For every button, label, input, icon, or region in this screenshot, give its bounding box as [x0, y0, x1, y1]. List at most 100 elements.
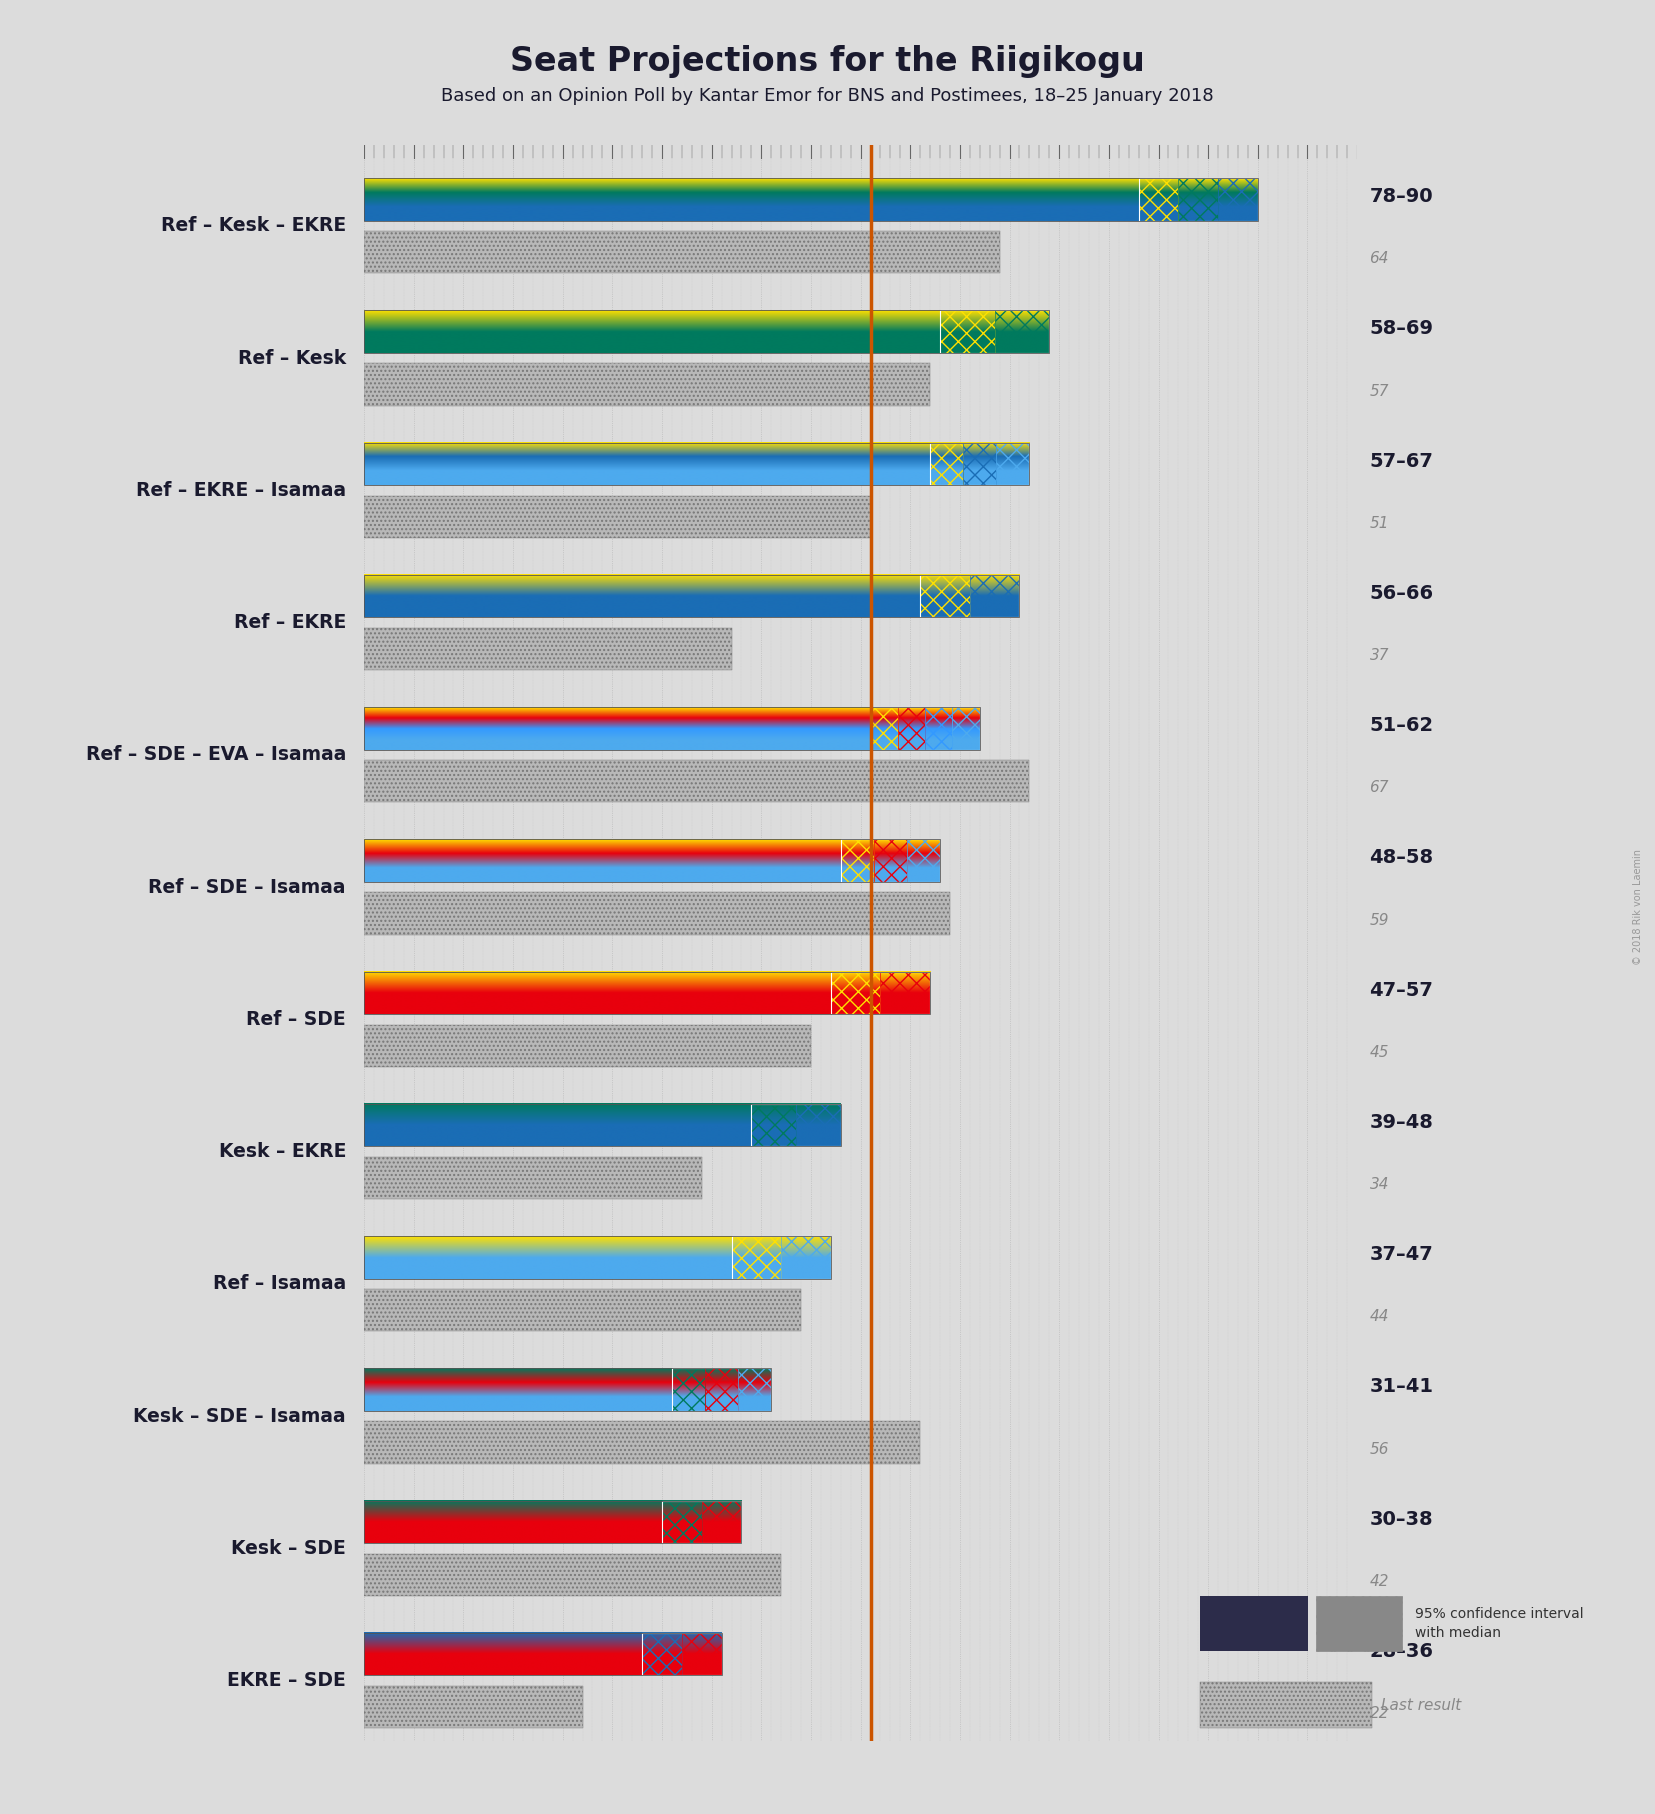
Text: Ref – Isamaa: Ref – Isamaa: [212, 1275, 346, 1293]
Bar: [920, 575, 1019, 617]
Text: 37–47: 37–47: [1369, 1244, 1433, 1264]
Bar: [874, 840, 907, 882]
Text: 44: 44: [1369, 1310, 1389, 1324]
Text: 58–69: 58–69: [1369, 319, 1433, 339]
Bar: [1178, 178, 1218, 221]
Bar: [662, 1500, 741, 1544]
Bar: [940, 310, 995, 352]
Text: 56–66: 56–66: [1369, 584, 1433, 602]
Text: 48–58: 48–58: [1369, 849, 1433, 867]
Text: 47–57: 47–57: [1369, 981, 1433, 1000]
Text: 31–41: 31–41: [1369, 1377, 1433, 1397]
Bar: [702, 1500, 741, 1544]
Bar: [880, 972, 930, 1014]
Text: 95% confidence interval
with median: 95% confidence interval with median: [1415, 1607, 1584, 1640]
Text: Ref – Kesk: Ref – Kesk: [238, 348, 346, 368]
Text: 56: 56: [1369, 1442, 1389, 1457]
Bar: [364, 1422, 920, 1464]
Bar: [672, 1368, 771, 1411]
Bar: [364, 972, 930, 1014]
Bar: [364, 363, 930, 406]
Bar: [364, 1235, 831, 1279]
Bar: [364, 760, 1029, 802]
Text: Kesk – SDE – Isamaa: Kesk – SDE – Isamaa: [134, 1406, 346, 1426]
Bar: [672, 1368, 705, 1411]
Bar: [751, 1105, 796, 1146]
Text: 28–36: 28–36: [1369, 1642, 1433, 1662]
Text: Ref – EKRE: Ref – EKRE: [233, 613, 346, 631]
Bar: [1200, 1683, 1372, 1727]
Bar: [751, 1105, 841, 1146]
Bar: [796, 1105, 841, 1146]
Text: 45: 45: [1369, 1045, 1389, 1059]
Bar: [781, 1235, 831, 1279]
Bar: [705, 1368, 738, 1411]
Bar: [831, 972, 930, 1014]
Bar: [732, 1235, 781, 1279]
Bar: [925, 707, 953, 749]
Bar: [364, 495, 871, 539]
Text: Kesk – EKRE: Kesk – EKRE: [218, 1143, 346, 1161]
Text: 78–90: 78–90: [1369, 187, 1433, 207]
Bar: [930, 443, 963, 484]
Bar: [364, 1500, 741, 1544]
Bar: [1218, 178, 1258, 221]
Text: 34: 34: [1369, 1177, 1389, 1192]
Bar: [364, 1290, 801, 1331]
Text: 67: 67: [1369, 780, 1389, 795]
Bar: [364, 1553, 781, 1596]
Bar: [920, 575, 970, 617]
Text: 51–62: 51–62: [1369, 717, 1433, 735]
Text: Ref – Kesk – EKRE: Ref – Kesk – EKRE: [161, 216, 346, 236]
Text: © 2018 Rik von Laemin: © 2018 Rik von Laemin: [1633, 849, 1643, 965]
Bar: [364, 760, 1029, 802]
Bar: [1316, 1596, 1402, 1651]
Bar: [963, 443, 996, 484]
Text: 39–48: 39–48: [1369, 1114, 1433, 1132]
Bar: [364, 1685, 583, 1729]
Bar: [364, 363, 930, 406]
Text: Ref – SDE – Isamaa: Ref – SDE – Isamaa: [149, 878, 346, 896]
Bar: [364, 1025, 811, 1067]
Text: Last result: Last result: [1380, 1698, 1461, 1712]
Bar: [364, 628, 732, 669]
Bar: [364, 840, 940, 882]
Bar: [364, 443, 1029, 484]
Text: Kesk – SDE: Kesk – SDE: [232, 1538, 346, 1558]
Bar: [364, 1685, 583, 1729]
Bar: [364, 1553, 781, 1596]
Text: 51: 51: [1369, 515, 1389, 532]
Bar: [364, 892, 950, 934]
Bar: [642, 1633, 722, 1676]
Text: 57: 57: [1369, 383, 1389, 399]
Bar: [364, 230, 1000, 274]
Text: 42: 42: [1369, 1575, 1389, 1589]
Text: 30–38: 30–38: [1369, 1509, 1433, 1529]
Bar: [364, 178, 1258, 221]
Bar: [364, 892, 950, 934]
Text: 37: 37: [1369, 648, 1389, 664]
Bar: [662, 1500, 702, 1544]
Bar: [953, 707, 980, 749]
Bar: [907, 840, 940, 882]
Bar: [897, 707, 925, 749]
Bar: [682, 1633, 722, 1676]
Bar: [732, 1235, 831, 1279]
Bar: [364, 628, 732, 669]
Text: 57–67: 57–67: [1369, 452, 1433, 470]
Bar: [364, 1157, 702, 1199]
Bar: [1200, 1596, 1307, 1651]
Bar: [364, 1368, 771, 1411]
Text: Ref – SDE – EVA – Isamaa: Ref – SDE – EVA – Isamaa: [86, 746, 346, 764]
Bar: [364, 1422, 920, 1464]
Bar: [841, 840, 940, 882]
Bar: [996, 443, 1029, 484]
Bar: [364, 1290, 801, 1331]
Bar: [1139, 178, 1258, 221]
Text: Seat Projections for the Riigikogu: Seat Projections for the Riigikogu: [510, 45, 1145, 78]
Bar: [940, 310, 1049, 352]
Bar: [738, 1368, 771, 1411]
Bar: [364, 1025, 811, 1067]
Bar: [930, 443, 1029, 484]
Bar: [831, 972, 880, 1014]
